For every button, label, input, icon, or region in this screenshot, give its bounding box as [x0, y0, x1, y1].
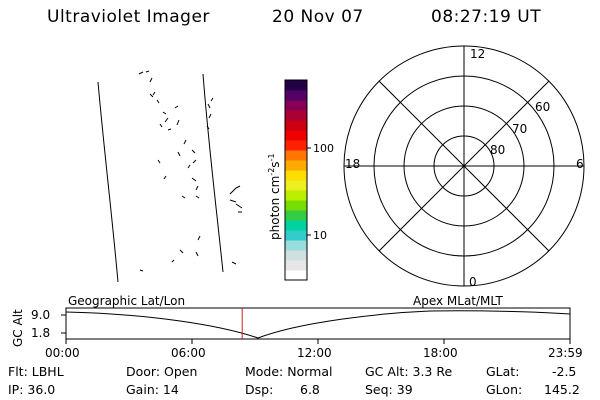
colorbar-swatches: [285, 80, 307, 281]
colorbar-swatch: [285, 170, 307, 181]
colorbar-swatch: [285, 210, 307, 221]
instrument-title: Ultraviolet Imager: [47, 7, 210, 27]
status-glon-value: 145.2: [544, 382, 580, 397]
mlt-label-6: 6: [576, 157, 584, 171]
colorbar-swatch: [285, 270, 307, 281]
status-seq: Seq: 39: [365, 382, 413, 397]
colorbar-swatch: [285, 110, 307, 121]
colorbar-tick-label-100: 100: [313, 142, 334, 155]
timeline-x-tick-0: 00:00: [45, 346, 80, 360]
lat-label-60: 60: [535, 100, 550, 114]
status-mode: Mode: Normal: [245, 364, 333, 379]
timeline-x-tick-1: 06:00: [171, 346, 206, 360]
colorbar-frame: [284, 79, 308, 281]
status-glat-label: GLat:: [486, 364, 520, 379]
status-dsp-label: Dsp:: [245, 382, 274, 397]
colorbar-swatch: [285, 200, 307, 211]
colorbar-swatch: [285, 220, 307, 231]
mlt-label-0: 0: [469, 275, 477, 289]
colorbar-swatch: [285, 140, 307, 151]
mlt-label-18: 18: [345, 157, 360, 171]
colorbar-swatch: [285, 180, 307, 191]
timeline-x-tick-4: 23:59: [548, 346, 583, 360]
time-label: 08:27:19 UT: [431, 7, 542, 27]
status-dsp-value: 6.8: [300, 382, 320, 397]
status-flt: Flt: LBHL: [8, 364, 64, 379]
colorbar-swatch: [285, 160, 307, 171]
timeline-right-caption: Apex MLat/MLT: [413, 294, 503, 308]
timeline-x-tickmarks: [65, 339, 571, 344]
longitude-line-left: [97, 81, 119, 283]
colorbar-unit-label: photon cm-2s-1: [267, 153, 282, 240]
timeline-x-tick-2: 12:00: [297, 346, 332, 360]
timeline-frame: [65, 307, 571, 340]
colorbar-swatch: [285, 120, 307, 131]
status-door: Door: Open: [126, 364, 198, 379]
colorbar-swatch: [285, 260, 307, 271]
colorbar-swatch: [285, 240, 307, 251]
longitude-line-right: [202, 73, 224, 273]
lat-label-70: 70: [512, 122, 527, 136]
status-gc-alt: GC Alt: 3.3 Re: [365, 364, 453, 379]
timeline-y-tick-9: 9.0: [31, 308, 50, 322]
colorbar-swatch: [285, 250, 307, 261]
status-glat-value: -2.5: [552, 364, 577, 379]
timeline-left-caption: Geographic Lat/Lon: [68, 294, 185, 308]
colorbar-swatch: [285, 90, 307, 101]
mlt-label-12: 12: [470, 47, 485, 61]
lat-label-80: 80: [490, 143, 505, 157]
timeline-y-tick-1.8: 1.8: [31, 326, 50, 340]
colorbar-swatch: [285, 230, 307, 241]
meridian-diag-b: [378, 80, 550, 252]
status-gain: Gain: 14: [126, 382, 179, 397]
colorbar-swatch: [285, 150, 307, 161]
colorbar-tick-label-10: 10: [313, 229, 327, 242]
colorbar-swatch: [285, 130, 307, 141]
altitude-curve: [65, 310, 571, 339]
colorbar-swatch: [285, 100, 307, 111]
timeline-x-tick-3: 18:00: [423, 346, 458, 360]
status-ip: IP: 36.0: [8, 382, 56, 397]
date-label: 20 Nov 07: [272, 7, 364, 27]
coastline-fragments: [138, 70, 243, 272]
colorbar-swatch: [285, 80, 307, 91]
colorbar-swatch: [285, 190, 307, 201]
timeline-y-axis-label: GC Alt: [11, 309, 25, 347]
status-glon-label: GLon:: [486, 382, 523, 397]
